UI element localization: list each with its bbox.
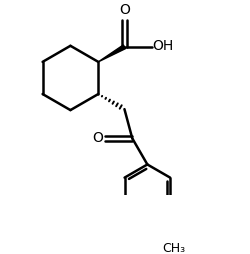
- Text: CH₃: CH₃: [162, 242, 186, 254]
- Polygon shape: [98, 45, 126, 62]
- Text: OH: OH: [152, 39, 174, 53]
- Text: O: O: [92, 131, 103, 145]
- Text: O: O: [119, 3, 130, 17]
